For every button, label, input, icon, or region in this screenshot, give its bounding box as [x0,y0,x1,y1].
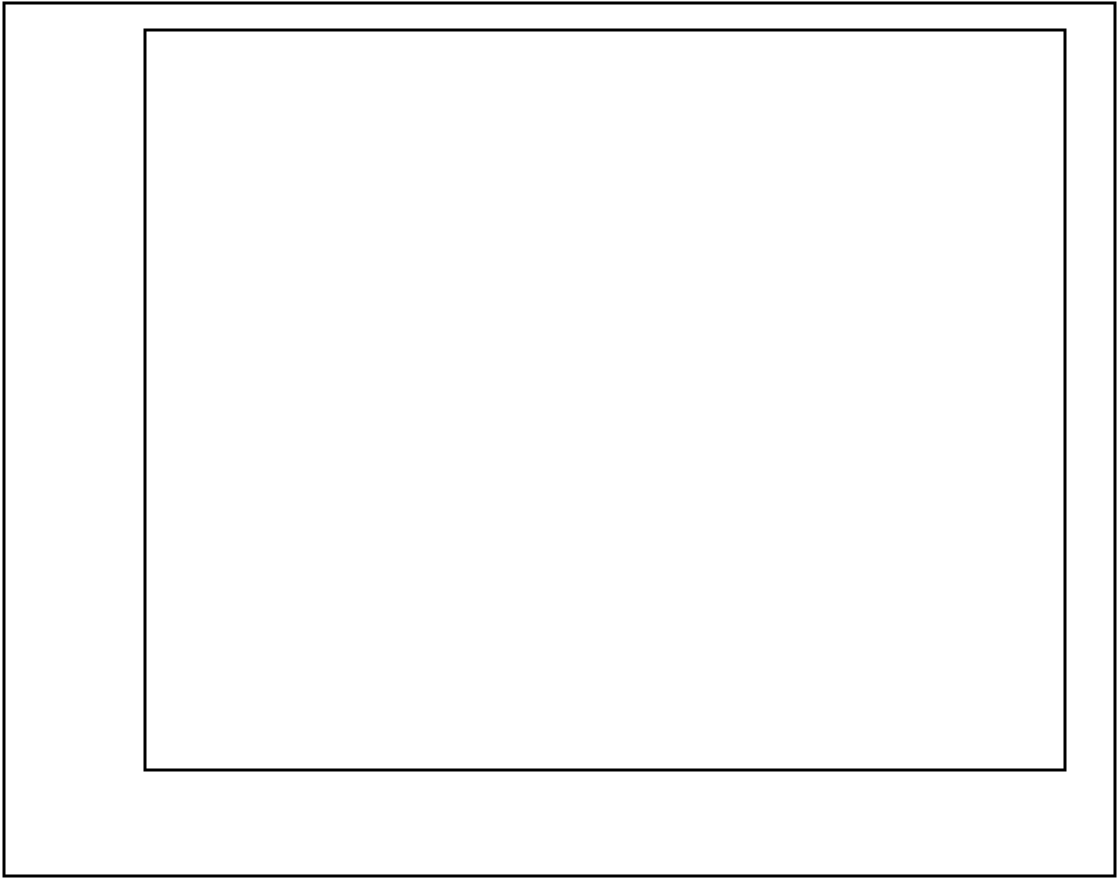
chart-root [0,0,1119,880]
